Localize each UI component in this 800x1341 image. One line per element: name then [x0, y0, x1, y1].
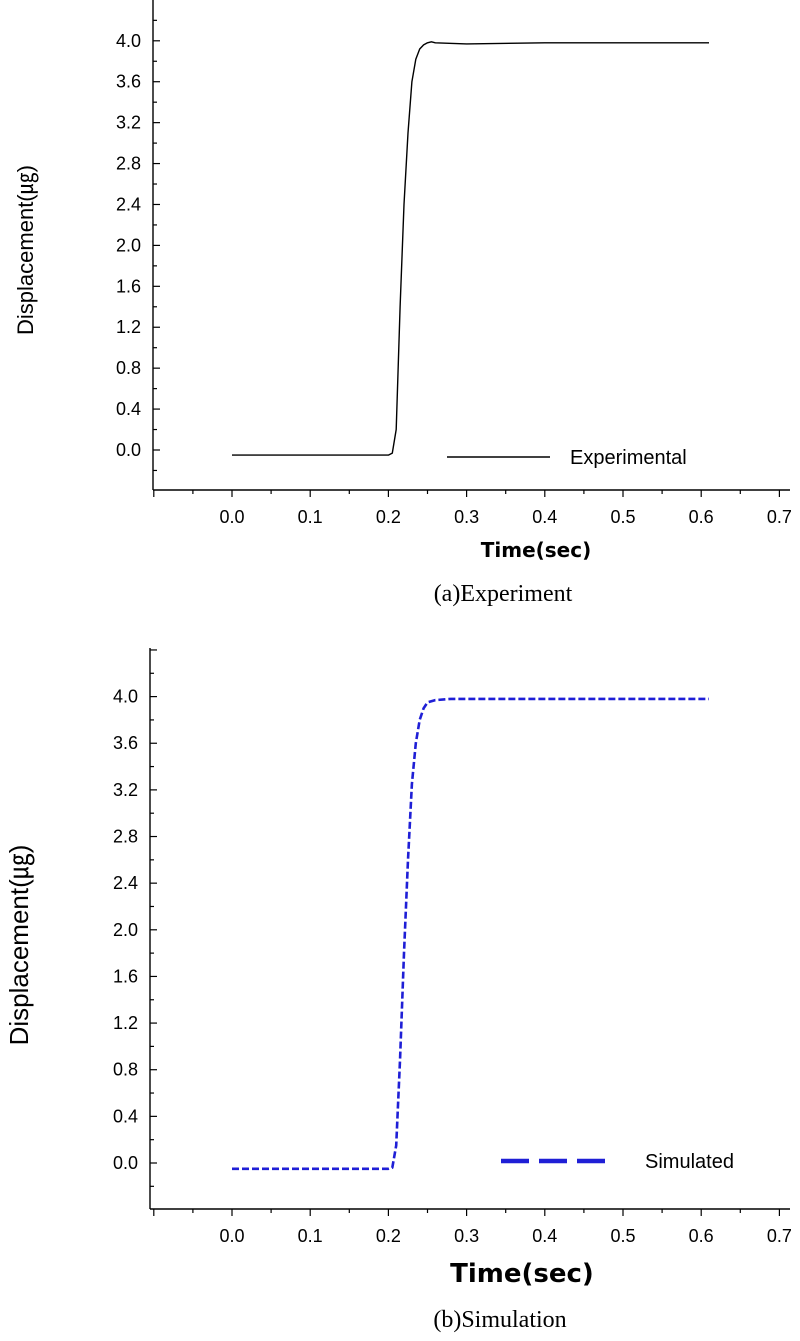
- y-tick-label: 4.0: [113, 687, 138, 707]
- y-tick-label: 2.0: [113, 920, 138, 940]
- x-tick-label: 0.1: [298, 1226, 323, 1246]
- y-tick-label: 0.8: [116, 358, 141, 378]
- x-tick-label: 0.2: [376, 1226, 401, 1246]
- chart-caption: (b)Simulation: [433, 1307, 566, 1333]
- chart-caption: (a)Experiment: [434, 581, 573, 607]
- x-tick-label: 0.6: [689, 507, 714, 527]
- y-tick-label: 1.2: [116, 317, 141, 337]
- y-tick-label: 2.8: [116, 154, 141, 174]
- legend-label: Experimental: [570, 447, 687, 469]
- x-tick-label: 0.0: [219, 507, 244, 527]
- x-axis-label: Time(sec): [481, 538, 592, 562]
- y-tick-label: 0.0: [116, 440, 141, 460]
- x-tick-label: 0.3: [454, 507, 479, 527]
- x-tick-label: 0.6: [689, 1226, 714, 1246]
- x-tick-label: 0.5: [610, 507, 635, 527]
- y-tick-label: 2.8: [113, 827, 138, 847]
- y-tick-label: 0.0: [113, 1153, 138, 1173]
- series-line-experimental: [232, 41, 709, 456]
- y-tick-label: 3.2: [116, 113, 141, 133]
- chart-panel-0: 0.0 0.4 0.8 1.2 1.6 2.0 2.4 2.8 3.2 3.6 4.0 0.0 0.1 0…: [13, 0, 792, 607]
- y-tick-label: 1.6: [116, 276, 141, 296]
- y-tick-label: 2.4: [116, 194, 141, 214]
- x-tick-label: 0.0: [219, 1226, 244, 1246]
- y-tick-label: 0.4: [113, 1106, 138, 1126]
- x-tick-label: 0.4: [532, 1226, 557, 1246]
- y-tick-label: 2.4: [113, 873, 138, 893]
- x-tick-label: 0.4: [532, 507, 557, 527]
- series-line-simulated: [232, 697, 709, 1171]
- x-tick-label: 0.2: [376, 507, 401, 527]
- x-tick-label: 0.7: [767, 507, 792, 527]
- y-tick-label: 3.6: [113, 733, 138, 753]
- legend-label: Simulated: [645, 1151, 734, 1173]
- x-axis-label: Time(sec): [450, 1259, 594, 1289]
- x-tick-label: 0.1: [298, 507, 323, 527]
- y-tick-label: 0.4: [116, 399, 141, 419]
- x-tick-label: 0.5: [610, 1226, 635, 1246]
- y-tick-label: 2.0: [116, 235, 141, 255]
- y-tick-label: 4.0: [116, 31, 141, 51]
- x-tick-label: 0.3: [454, 1226, 479, 1246]
- y-axis-label: Displacement(㎍): [4, 845, 35, 1046]
- y-tick-label: 1.6: [113, 966, 138, 986]
- x-tick-label: 0.7: [767, 1226, 792, 1246]
- y-axis-label: Displacement(㎍): [13, 165, 40, 335]
- y-tick-label: 3.2: [113, 780, 138, 800]
- y-tick-label: 0.8: [113, 1060, 138, 1080]
- y-tick-label: 1.2: [113, 1013, 138, 1033]
- chart-panel-1: 0.0 0.4 0.8 1.2 1.6 2.0 2.4 2.8 3.2 3.6 4.0 0.0 0.1 0…: [4, 648, 792, 1333]
- y-tick-label: 3.6: [116, 72, 141, 92]
